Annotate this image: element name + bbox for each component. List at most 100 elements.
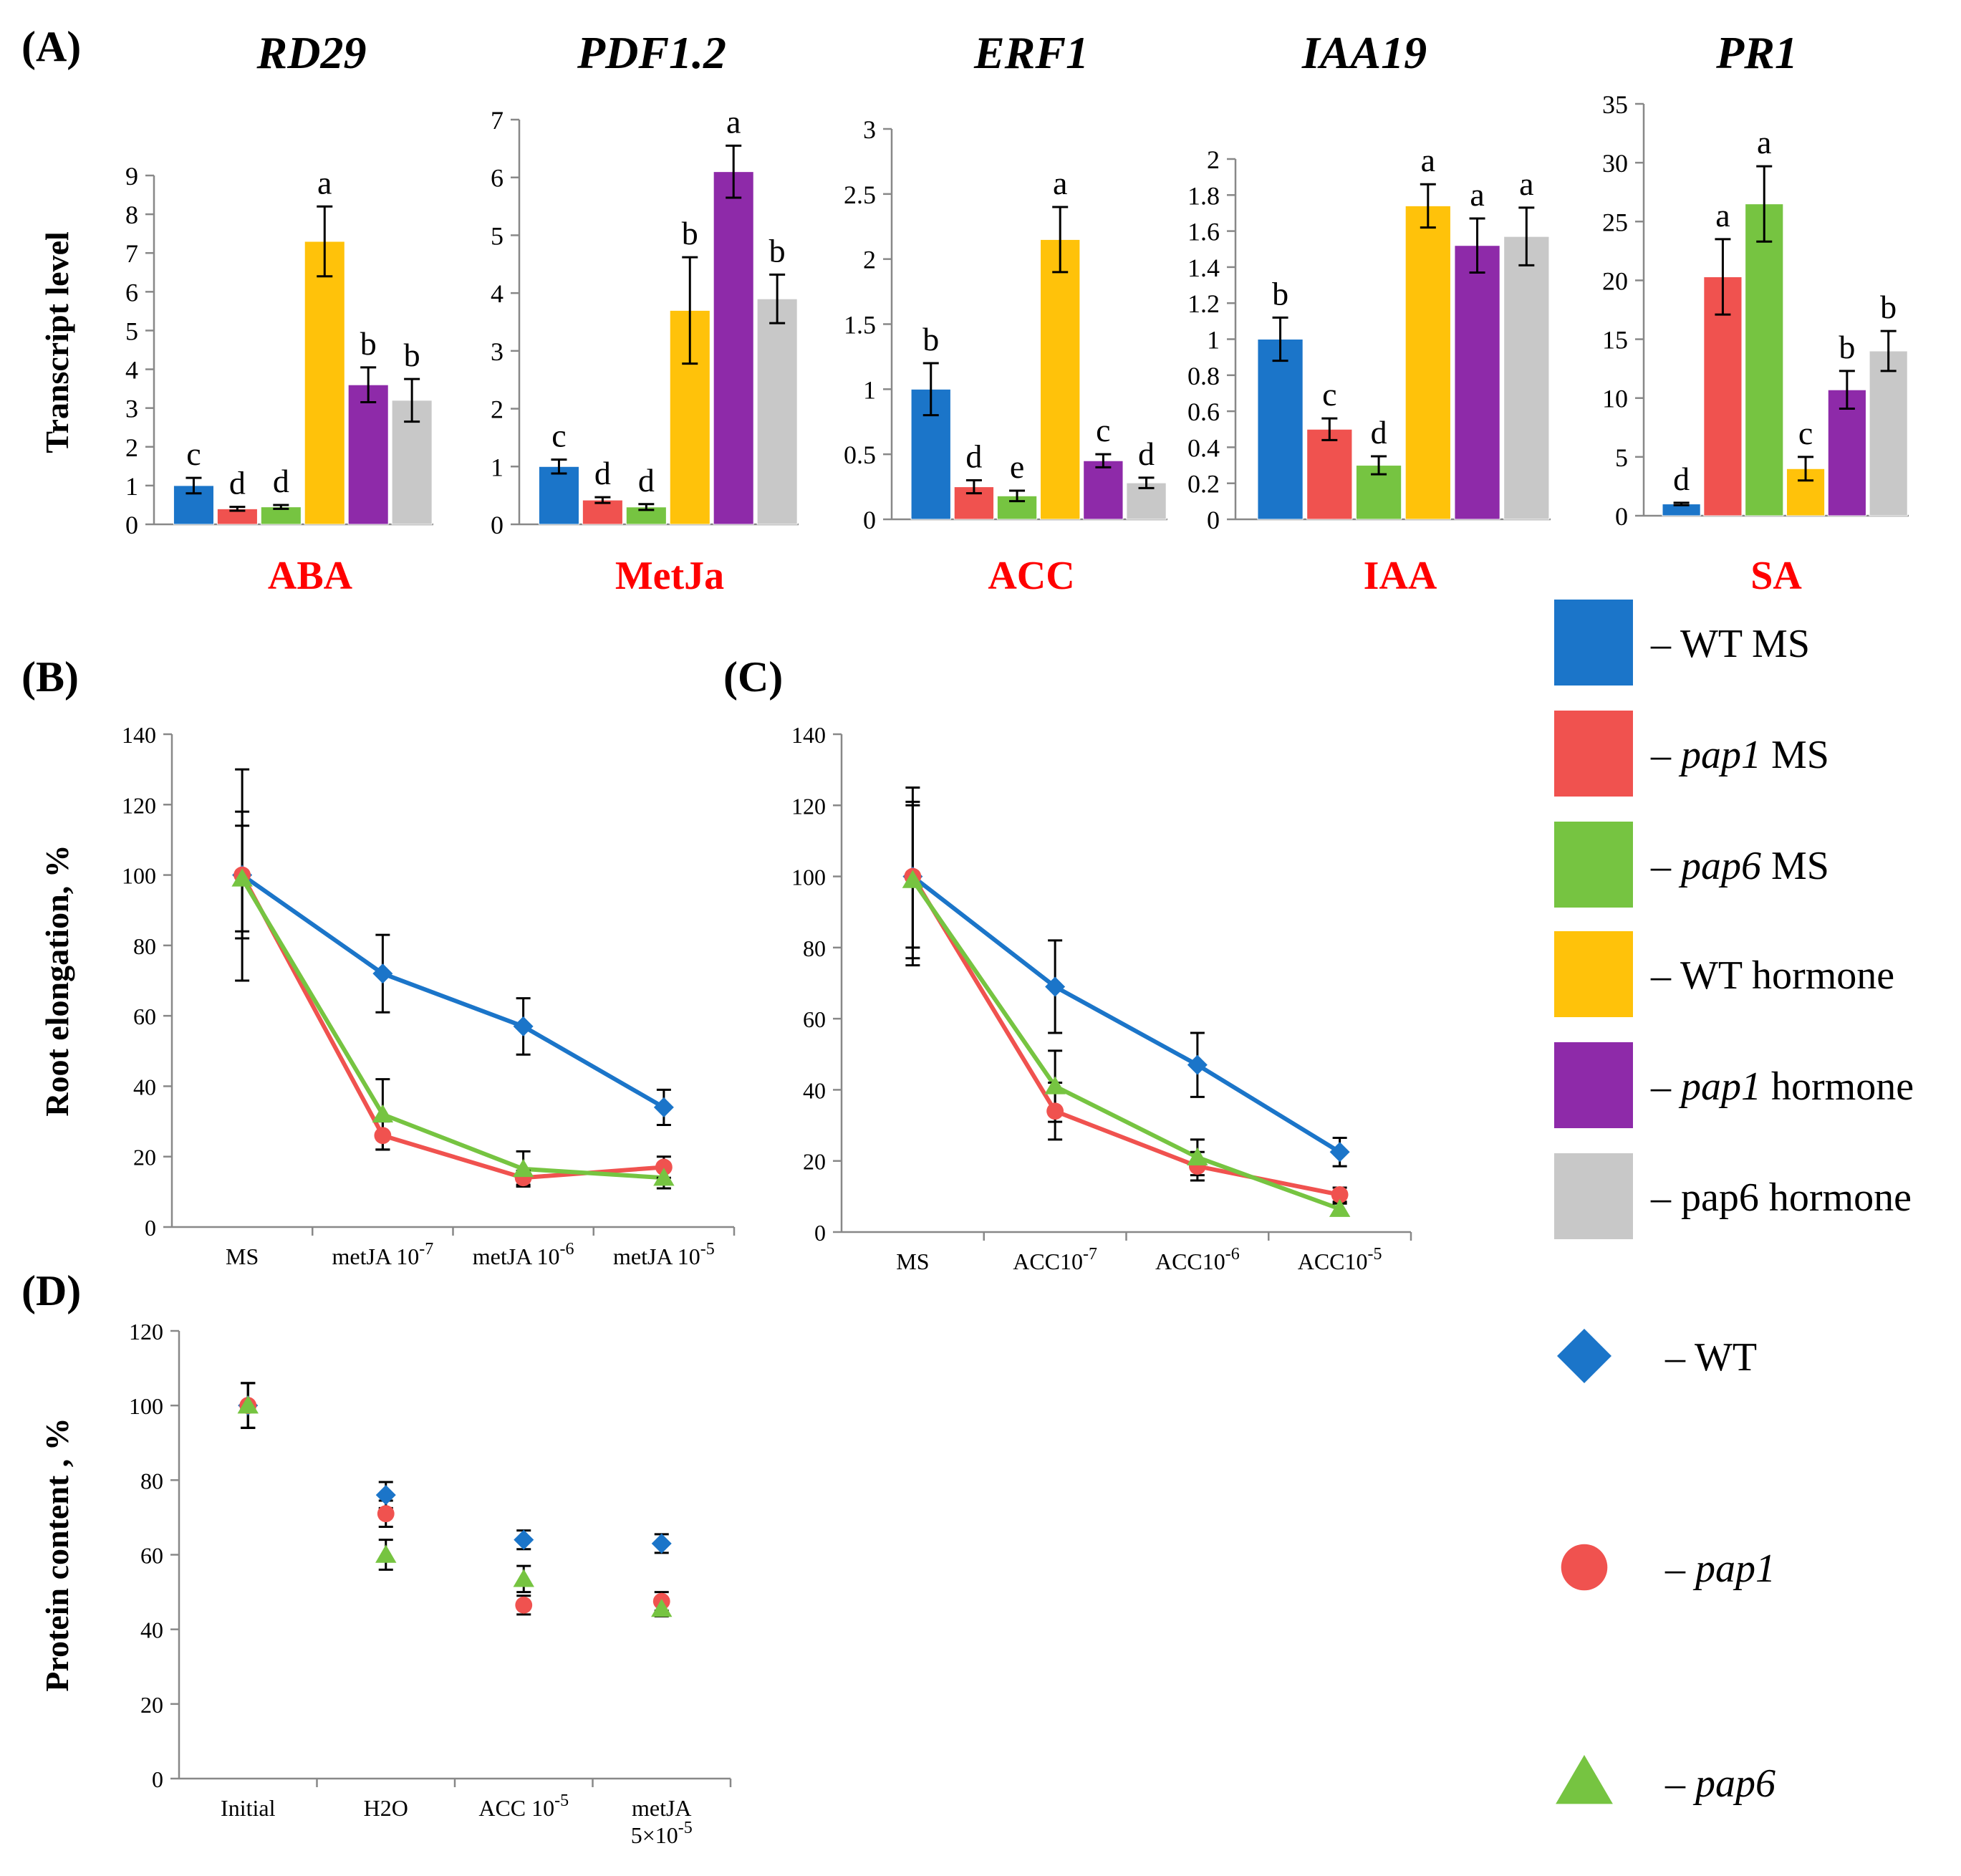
- y-tick-label: 6: [491, 164, 504, 193]
- data-point-pap1: [374, 1127, 392, 1145]
- data-point-pap6: [902, 870, 924, 888]
- y-tick-label: 20: [1602, 266, 1628, 295]
- y-tick-label: 0: [814, 1220, 826, 1246]
- legend-label: – pap1 MS: [1650, 733, 1829, 777]
- hormone-label: SA: [1750, 554, 1802, 598]
- y-tick-label: 0.6: [1187, 398, 1220, 426]
- legend-label: – pap6 MS: [1650, 844, 1829, 888]
- data-point-pap6: [512, 1158, 534, 1178]
- y-tick-label: 1: [491, 453, 504, 481]
- legend-swatch: [1554, 711, 1633, 797]
- legend-bar-item: – pap6 MS: [1554, 822, 1829, 908]
- x-tick-label: metJA 10-7: [332, 1240, 433, 1269]
- legend-marker-item: – pap1: [1561, 1544, 1776, 1591]
- significance-letter: d: [1673, 461, 1690, 497]
- y-tick-label: 40: [803, 1077, 826, 1103]
- y-tick-label: 10: [1602, 385, 1628, 413]
- y-tick-label: 20: [803, 1149, 826, 1175]
- bar: [347, 384, 389, 525]
- legend-marker-item: – WT: [1557, 1329, 1757, 1383]
- y-tick-label: 140: [791, 722, 826, 748]
- data-point-wt: [1187, 1054, 1208, 1075]
- y-tick-label: 0: [125, 511, 138, 539]
- y-tick-label: 3: [863, 115, 876, 144]
- y-tick-label: 0: [1207, 506, 1220, 534]
- hormone-label: IAA: [1364, 554, 1437, 598]
- data-point-pap6: [1044, 1076, 1066, 1095]
- bar: [1745, 203, 1784, 516]
- hormone-label: MetJa: [615, 554, 724, 598]
- y-tick-label: 7: [491, 106, 504, 135]
- y-tick-label: 0.4: [1187, 433, 1220, 462]
- series-line-pap6: [240, 877, 665, 1180]
- y-tick-label: 120: [791, 793, 826, 819]
- hormone-label: ACC: [988, 554, 1074, 598]
- gene-title: PDF1.2: [577, 27, 726, 78]
- y-tick-label: 60: [133, 1004, 156, 1029]
- y-tick-label: 3: [491, 337, 504, 366]
- y-tick-label: 60: [803, 1006, 826, 1032]
- y-tick-label: 0: [152, 1766, 163, 1792]
- series-line-wt: [911, 875, 1341, 1154]
- data-point-pap1: [1331, 1185, 1349, 1203]
- significance-letter: d: [1138, 436, 1155, 472]
- panel-label: (B): [21, 653, 79, 701]
- significance-letter: c: [551, 418, 566, 454]
- x-tick-label: metJA 10-6: [473, 1240, 574, 1269]
- y-tick-label: 5: [491, 221, 504, 250]
- subchart-iaa19: IAA19IAA00.20.40.60.811.21.41.61.82bcdaa…: [1187, 27, 1551, 598]
- y-tick-label: 5: [125, 317, 138, 345]
- y-tick-label: 80: [133, 933, 156, 959]
- y-tick-label: 0.8: [1187, 362, 1220, 390]
- data-point-wt: [1329, 1142, 1350, 1163]
- x-tick-label: ACC10-7: [1013, 1245, 1097, 1274]
- significance-letter: c: [1322, 376, 1336, 413]
- y-tick-label: 1.8: [1187, 181, 1220, 210]
- y-tick-label: 120: [129, 1319, 163, 1345]
- significance-letter: a: [1470, 176, 1484, 213]
- y-tick-label: 0: [491, 511, 504, 539]
- x-tick-label: ACC 10-5: [478, 1791, 569, 1821]
- data-point-pap6: [372, 1104, 394, 1122]
- legend-label: – pap6 hormone: [1650, 1175, 1912, 1220]
- panel-b: (B) Root elongation, % 0 20 40 60 80 100 120 140 M…: [21, 653, 736, 1269]
- legend-marker-circle: [1561, 1544, 1608, 1591]
- significance-letter: b: [769, 232, 786, 269]
- bar: [756, 298, 798, 525]
- significance-letter: d: [638, 462, 655, 499]
- y-tick-label: 140: [122, 722, 156, 748]
- y-tick-label: 0: [145, 1215, 156, 1241]
- significance-letter: d: [229, 465, 246, 501]
- y-tick-label: 0.2: [1187, 470, 1220, 499]
- legend-marker-item: – pap6: [1556, 1755, 1776, 1806]
- significance-letter: d: [965, 438, 982, 475]
- x-tick-label-line2: 5×10-5: [631, 1819, 693, 1848]
- y-tick-label: 100: [791, 865, 826, 890]
- hormone-label: ABA: [268, 554, 353, 598]
- x-tick-label: MS: [226, 1244, 259, 1269]
- legend-label: – pap1 hormone: [1650, 1064, 1914, 1109]
- significance-letter: e: [1010, 448, 1024, 485]
- data-point-pap6: [513, 1569, 534, 1587]
- data-point-wt: [375, 1485, 396, 1506]
- bar: [1454, 245, 1500, 520]
- significance-letter: b: [1880, 289, 1897, 325]
- series-line-pap6: [910, 878, 1341, 1211]
- legend-swatch: [1554, 600, 1633, 686]
- y-tick-label: 20: [133, 1145, 156, 1170]
- legend-label: – WT MS: [1650, 622, 1810, 666]
- data-point-pap6: [375, 1544, 397, 1563]
- legend-bar-item: – pap1 hormone: [1554, 1042, 1914, 1128]
- y-tick-label: 2: [125, 433, 138, 462]
- significance-letter: b: [1839, 329, 1855, 365]
- y-tick-label: 4: [491, 279, 504, 308]
- y-tick-label: 25: [1602, 208, 1628, 236]
- bar: [1306, 428, 1353, 520]
- y-tick-label: 0.5: [844, 441, 876, 469]
- significance-letter: b: [404, 337, 420, 373]
- series-line-pap1: [910, 875, 1341, 1197]
- y-tick-label: 1.2: [1187, 289, 1220, 318]
- bar: [1503, 236, 1550, 520]
